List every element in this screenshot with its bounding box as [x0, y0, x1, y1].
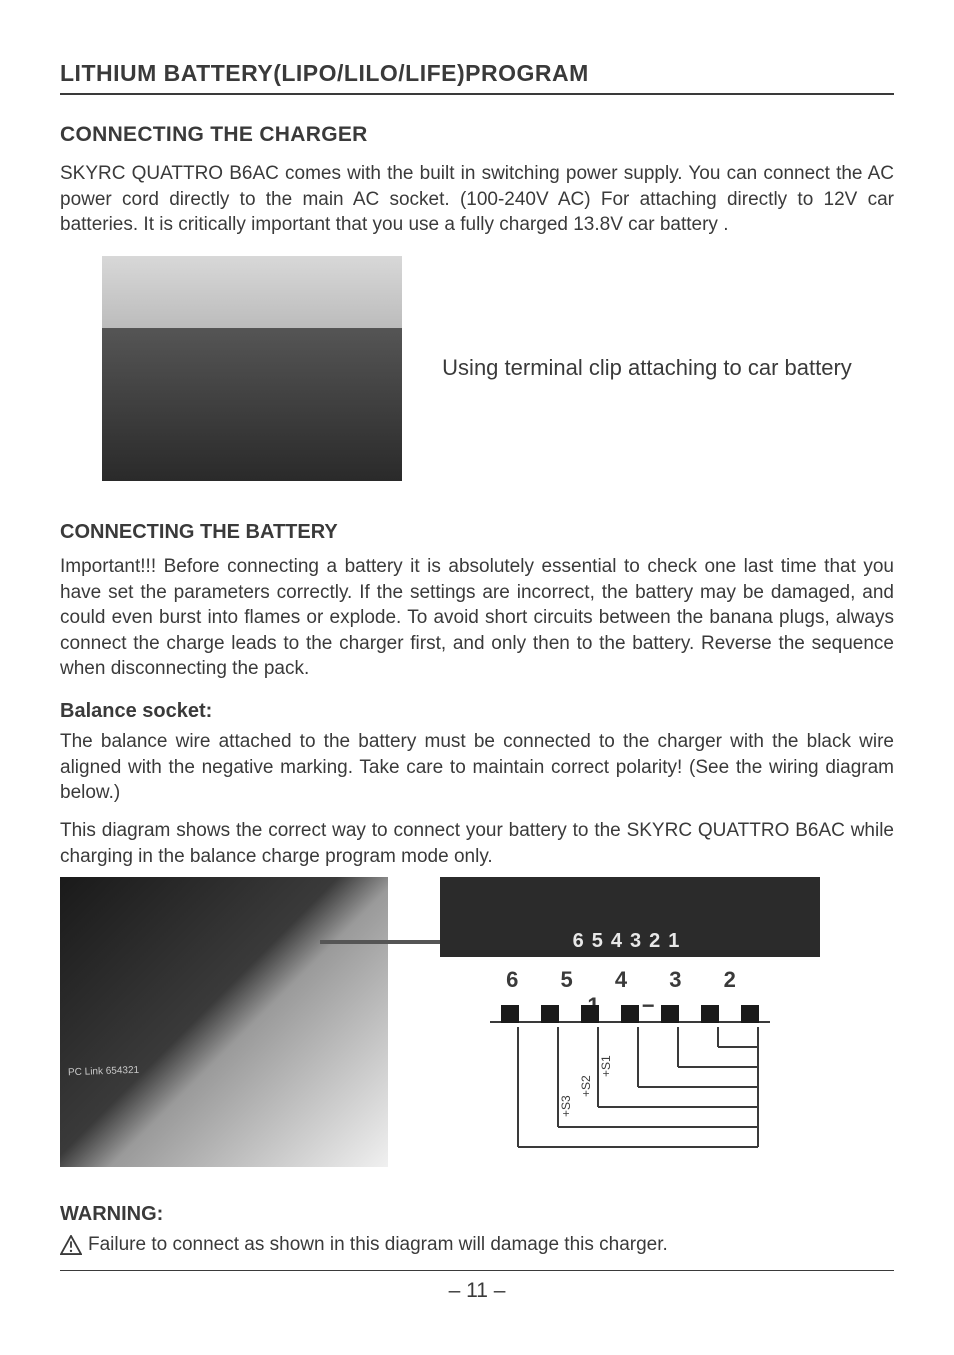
pin-box	[741, 1005, 759, 1023]
pin-box	[621, 1005, 639, 1023]
warning-body: Failure to connect as shown in this diag…	[88, 1234, 668, 1256]
car-battery-caption: Using terminal clip attaching to car bat…	[442, 351, 852, 385]
balance-heading: Balance socket:	[60, 700, 894, 723]
svg-text:+S3: +S3	[559, 1095, 573, 1117]
pin-digits-on-port: 654321	[573, 930, 688, 953]
section2-body: Important!!! Before connecting a battery…	[60, 554, 894, 682]
pin-box	[581, 1005, 599, 1023]
pin-box	[661, 1005, 679, 1023]
page-number: – 11 –	[60, 1279, 894, 1303]
section1-heading: CONNECTING THE CHARGER	[60, 123, 894, 147]
page-title: LITHIUM BATTERY(LIPO/LILO/LIFE)PROGRAM	[60, 60, 894, 87]
pin-box	[501, 1005, 519, 1023]
wiring-diagram: 654321 6 5 4 3 2 1 −	[410, 877, 850, 1187]
section2-heading: CONNECTING THE BATTERY	[60, 521, 894, 544]
section1-body: SKYRC QUATTRO B6AC comes with the built …	[60, 161, 894, 238]
car-battery-photo	[102, 256, 402, 481]
pin-box	[541, 1005, 559, 1023]
diagram-body: This diagram shows the correct way to co…	[60, 818, 894, 869]
warning-heading: WARNING:	[60, 1203, 894, 1226]
balance-body: The balance wire attached to the battery…	[60, 729, 894, 806]
svg-text:+S1: +S1	[599, 1055, 613, 1077]
warning-icon	[60, 1235, 82, 1255]
car-battery-figure: Using terminal clip attaching to car bat…	[60, 256, 894, 481]
connector-top: 654321	[440, 877, 820, 957]
balance-diagram-row: PC Link 654321 654321 6 5 4 3 2 1 −	[60, 877, 894, 1187]
pclink-label: PC Link 654321	[68, 1065, 140, 1078]
pin-boxes	[410, 1005, 850, 1023]
warning-line: Failure to connect as shown in this diag…	[60, 1234, 894, 1271]
svg-text:+S2: +S2	[579, 1075, 593, 1097]
charger-photo: PC Link 654321	[60, 877, 388, 1167]
pin-box	[701, 1005, 719, 1023]
